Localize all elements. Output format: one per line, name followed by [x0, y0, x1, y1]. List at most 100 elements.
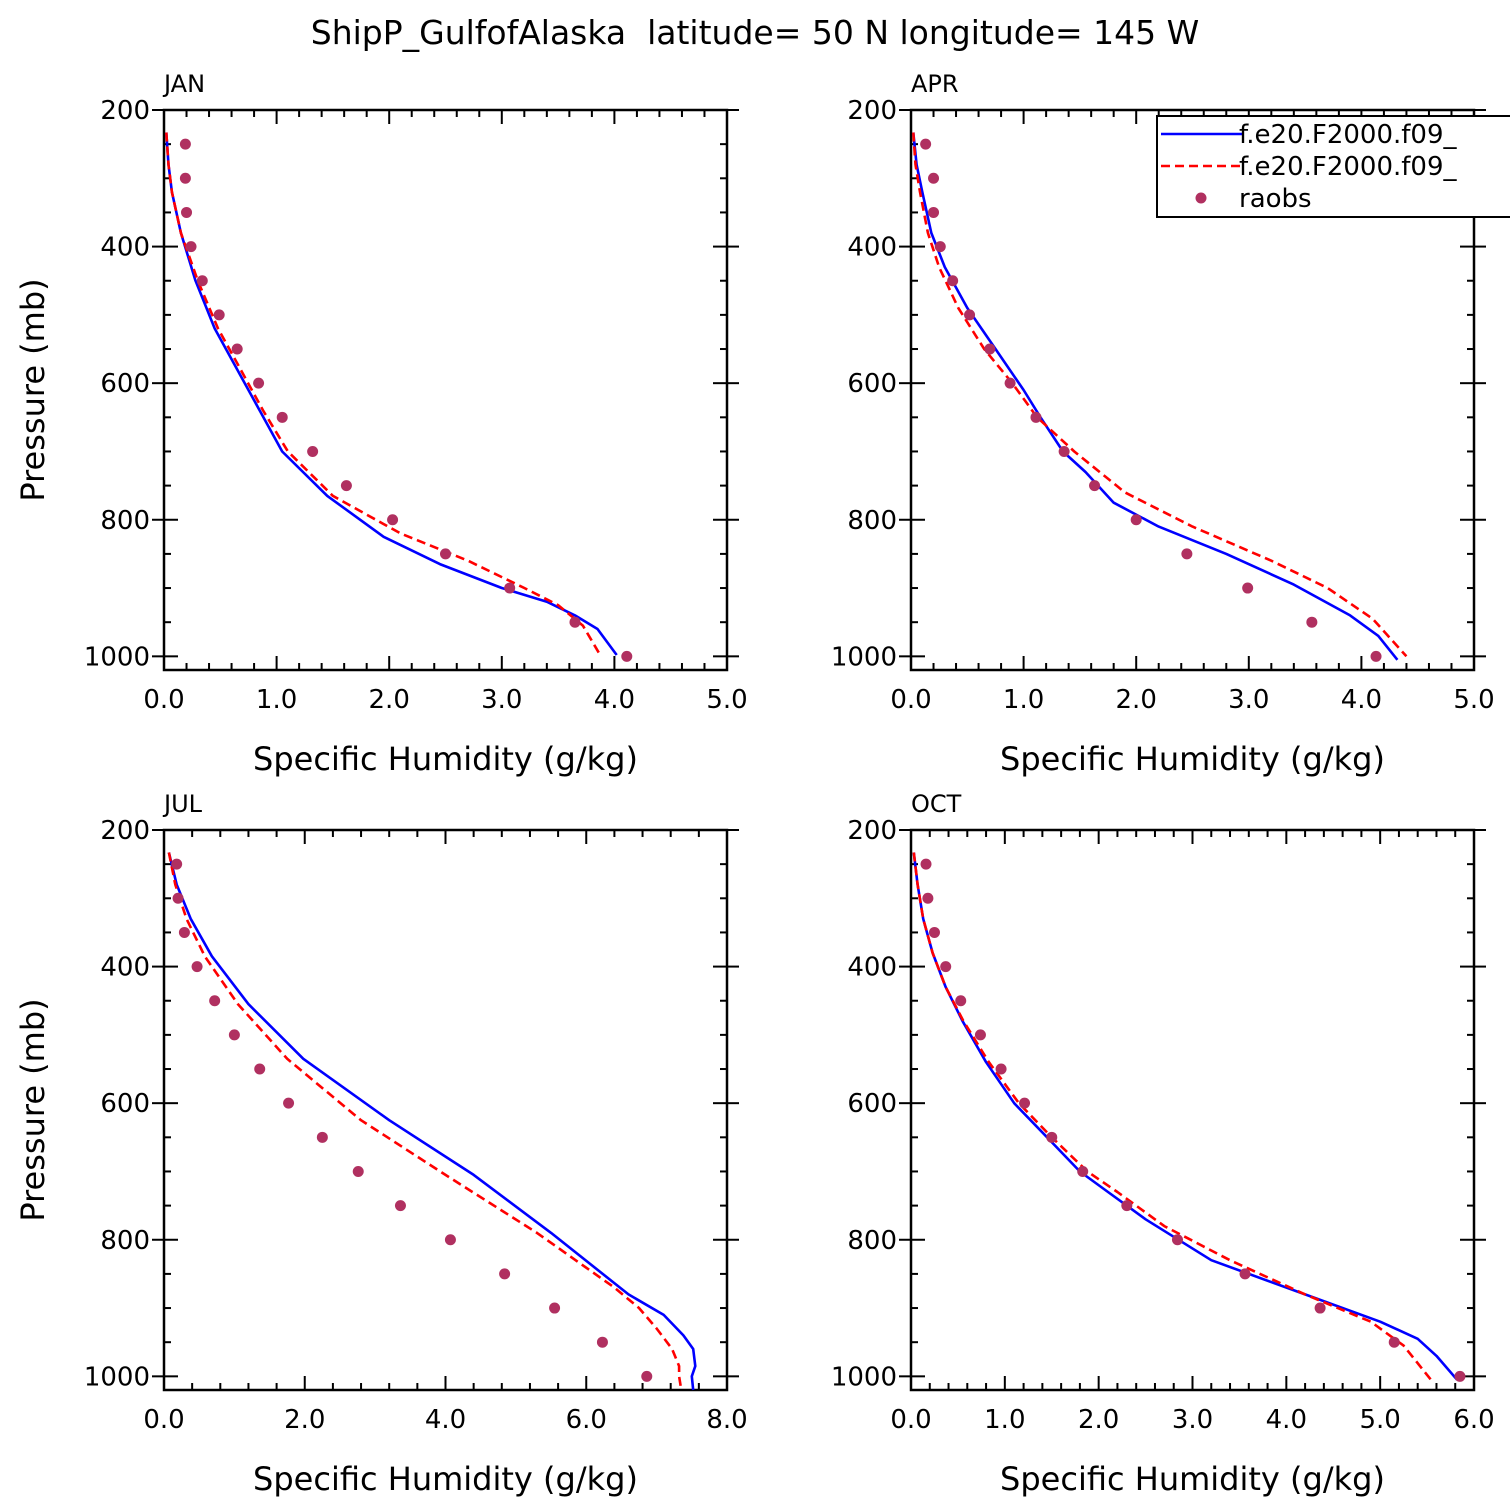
legend-label: raobs — [1239, 184, 1312, 214]
panel-title: OCT — [911, 790, 962, 818]
series-line-dashed — [912, 852, 1435, 1385]
raobs-point — [179, 172, 191, 184]
raobs-point — [253, 377, 265, 389]
raobs-point — [934, 241, 946, 253]
x-axis-title: Specific Humidity (g/kg) — [1000, 740, 1385, 778]
y-tick-label: 600 — [100, 369, 150, 399]
raobs-point — [504, 582, 516, 594]
raobs-point — [1314, 1302, 1326, 1314]
raobs-point — [955, 995, 967, 1007]
series-line-solid — [167, 852, 697, 1391]
raobs-point — [641, 1370, 653, 1382]
x-tick-label: 2.0 — [369, 685, 410, 715]
raobs-point — [1130, 514, 1142, 526]
y-tick-label: 800 — [847, 1226, 897, 1256]
raobs-point — [276, 411, 288, 423]
x-tick-label: 0.0 — [890, 1405, 931, 1435]
y-tick-label: 400 — [847, 233, 897, 263]
raobs-point — [1181, 548, 1193, 560]
plot-frame — [909, 828, 1476, 1392]
plot-frame — [162, 828, 729, 1392]
y-tick-label: 1000 — [84, 642, 150, 672]
raobs-point — [254, 1063, 266, 1075]
legend-label: f.e20.F2000.f09_ — [1239, 120, 1457, 150]
raobs-point — [928, 926, 940, 938]
x-tick-label: 4.0 — [425, 1405, 466, 1435]
x-tick-label: 5.0 — [706, 685, 747, 715]
raobs-point — [928, 172, 940, 184]
x-tick-label: 2.0 — [1078, 1405, 1119, 1435]
raobs-point — [596, 1336, 608, 1348]
raobs-point — [1370, 650, 1382, 662]
y-tick-label: 200 — [847, 816, 897, 846]
raobs-point — [569, 616, 581, 628]
raobs-point — [1454, 1370, 1466, 1382]
y-tick-label: 200 — [100, 96, 150, 126]
legend-label: f.e20.F2000.f09_ — [1239, 152, 1457, 182]
raobs-point — [316, 1131, 328, 1143]
panel-jul: 0.0 2.0 4.0 6.0 8.0 200 400 600 800 1000 JUL Specif… — [14, 790, 748, 1498]
plot-frame — [909, 108, 1476, 672]
y-tick-label: 1000 — [84, 1362, 150, 1392]
x-tick-label: 2.0 — [1116, 685, 1157, 715]
raobs-point — [1030, 411, 1042, 423]
plot-frame — [162, 108, 729, 672]
raobs-point — [1121, 1200, 1133, 1212]
x-tick-label: 6.0 — [566, 1405, 607, 1435]
y-tick-label: 600 — [847, 369, 897, 399]
raobs-point — [1058, 445, 1070, 457]
x-tick-label: 5.0 — [1359, 1405, 1400, 1435]
raobs-point — [228, 1029, 240, 1041]
raobs-point — [1239, 1268, 1251, 1280]
raobs-point — [444, 1234, 456, 1246]
panel-title: JUL — [162, 790, 203, 818]
legend: f.e20.F2000.f09_f.e20.F2000.f09_raobs — [1156, 115, 1510, 218]
raobs-point — [928, 206, 940, 218]
x-tick-label: 3.0 — [1228, 685, 1269, 715]
y-tick-label: 200 — [847, 96, 897, 126]
raobs-point — [352, 1165, 364, 1177]
x-tick-label: 2.0 — [284, 1405, 325, 1435]
x-tick-label: 0.0 — [143, 1405, 184, 1435]
raobs-point — [1046, 1131, 1058, 1143]
y-tick-label: 1000 — [831, 1362, 897, 1392]
x-axis-title: Specific Humidity (g/kg) — [1000, 1460, 1385, 1498]
raobs-point — [920, 858, 932, 870]
raobs-point — [1171, 1234, 1183, 1246]
x-tick-label: 3.0 — [1172, 1405, 1213, 1435]
y-tick-label: 600 — [100, 1089, 150, 1119]
raobs-point — [499, 1268, 511, 1280]
raobs-point — [307, 445, 319, 457]
raobs-point — [283, 1097, 295, 1109]
panels: 0.0 1.0 2.0 3.0 4.0 5.0 200 400 600 800 1000 JAN Spe… — [14, 70, 1495, 1498]
y-tick-label: 400 — [100, 953, 150, 983]
x-axis-title: Specific Humidity (g/kg) — [253, 740, 638, 778]
figure-title: ShipP_GulfofAlaska latitude= 50 N longit… — [311, 13, 1200, 52]
raobs-point — [922, 892, 934, 904]
raobs-point — [940, 961, 952, 973]
y-tick-label: 1000 — [831, 642, 897, 672]
y-axis-title: Pressure (mb) — [14, 998, 52, 1221]
x-tick-label: 1.0 — [984, 1405, 1025, 1435]
series-line-dashed — [912, 132, 1408, 658]
raobs-point — [995, 1063, 1007, 1075]
x-tick-label: 6.0 — [1453, 1405, 1494, 1435]
raobs-point — [340, 480, 352, 492]
raobs-point — [964, 309, 976, 321]
raobs-point — [213, 309, 225, 321]
raobs-point — [984, 343, 996, 355]
x-tick-label: 0.0 — [890, 685, 931, 715]
series-line-dashed — [167, 852, 683, 1391]
raobs-point — [1089, 480, 1101, 492]
x-tick-label: 5.0 — [1453, 685, 1494, 715]
raobs-point — [196, 275, 208, 287]
raobs-point — [172, 892, 184, 904]
raobs-point — [181, 206, 193, 218]
y-axis-title: Pressure (mb) — [14, 278, 52, 501]
raobs-point — [1306, 616, 1318, 628]
x-tick-label: 0.0 — [143, 685, 184, 715]
x-axis-title: Specific Humidity (g/kg) — [253, 1460, 638, 1498]
panel-jan: 0.0 1.0 2.0 3.0 4.0 5.0 200 400 600 800 1000 JAN Spe… — [14, 70, 748, 778]
raobs-point — [549, 1302, 561, 1314]
